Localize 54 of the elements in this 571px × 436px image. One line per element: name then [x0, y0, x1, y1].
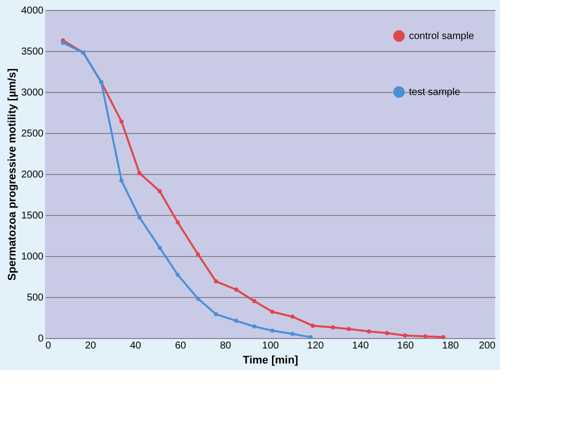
point: [423, 334, 428, 338]
point: [234, 288, 238, 292]
point: [176, 220, 180, 224]
point: [441, 335, 446, 340]
y-tick-label: 3000: [21, 88, 44, 98]
point: [119, 178, 124, 183]
y-tick-label: 2000: [21, 170, 44, 180]
y-tick-label: 1000: [21, 252, 44, 262]
point: [158, 246, 162, 250]
point: [270, 310, 274, 314]
point: [252, 298, 256, 304]
point: [60, 40, 66, 45]
point: [214, 279, 218, 284]
point: [176, 272, 180, 277]
y-tick-label: 0: [38, 334, 44, 344]
point: [330, 325, 336, 330]
x-tick-label: 140: [352, 340, 370, 352]
legend-label: test sample: [409, 87, 461, 98]
x-axis-title: Time [min]: [242, 354, 299, 366]
point: [196, 252, 200, 256]
point: [252, 324, 256, 329]
y-tick-label: 1500: [21, 210, 44, 222]
point: [119, 119, 124, 124]
point: [310, 324, 315, 328]
legend-label: control sample: [409, 31, 474, 42]
point: [402, 333, 408, 338]
point: [290, 332, 295, 336]
y-tick-label: 2500: [21, 128, 44, 140]
point: [158, 189, 162, 194]
y-tick-label: 3500: [21, 46, 44, 58]
point: [137, 171, 142, 176]
x-tick-label: 40: [130, 340, 142, 352]
point: [234, 318, 238, 323]
x-tick-label: 180: [442, 340, 460, 352]
x-tick-label: 200: [478, 340, 496, 352]
x-tick-label: 0: [46, 340, 52, 352]
point: [346, 326, 351, 332]
y-tick-label: 4000: [21, 6, 44, 16]
point: [308, 335, 313, 340]
point: [366, 329, 372, 334]
y-axis-title: Spermatozoa progressive motility [µm/s]: [6, 68, 18, 281]
x-tick-label: 160: [397, 340, 414, 352]
y-tick-label: 500: [26, 292, 44, 304]
x-tick-label: 60: [174, 340, 186, 352]
point: [384, 330, 390, 336]
point: [137, 215, 142, 220]
x-tick-label: 120: [307, 340, 324, 352]
point: [196, 296, 200, 301]
point: [290, 314, 295, 319]
point: [214, 312, 218, 316]
x-tick-label: 20: [84, 340, 96, 352]
point: [270, 328, 274, 333]
x-tick-label: 100: [262, 340, 280, 352]
x-tick-label: 80: [220, 340, 232, 352]
